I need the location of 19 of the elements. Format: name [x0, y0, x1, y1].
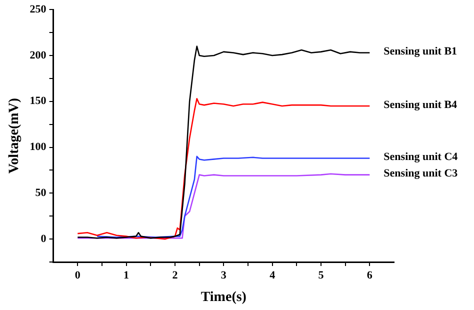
y-tick-label: 150	[30, 95, 47, 108]
x-axis-title: Time(s)	[200, 290, 247, 306]
y-tick-label: 200	[30, 49, 47, 62]
x-tick-label: 3	[220, 269, 227, 282]
x-tick-label: 4	[270, 269, 276, 282]
x-tick-label: 2	[172, 269, 178, 282]
y-axis-title: Voltage(mV)	[7, 98, 22, 174]
y-tick-label: 0	[40, 232, 47, 245]
x-tick-label: 0	[74, 269, 81, 282]
series-label: Sensing unit B4	[384, 98, 458, 111]
series-label: Sensing unit B1	[384, 46, 458, 58]
series-label: Sensing unit C3	[384, 168, 458, 180]
y-tick-label: 50	[35, 187, 47, 200]
x-tick-label: 5	[318, 269, 324, 282]
series-label: Sensing unit C4	[384, 151, 458, 164]
y-tick-label: 250	[30, 3, 47, 16]
x-tick-label: 6	[366, 269, 373, 282]
y-tick-label: 100	[30, 141, 47, 154]
x-tick-label: 1	[124, 269, 130, 282]
